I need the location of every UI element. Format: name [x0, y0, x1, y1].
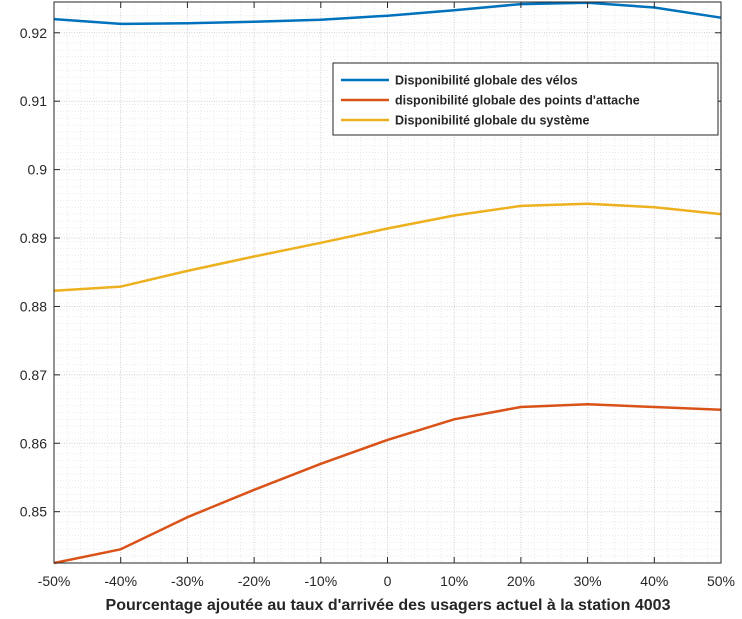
x-tick-label: -50%: [38, 573, 71, 589]
legend-label-1: Disponibilité globale des vélos: [395, 74, 578, 88]
x-tick-label: 20%: [507, 573, 535, 589]
y-tick-label: 0.86: [20, 435, 47, 451]
x-tick-label: 50%: [707, 573, 735, 589]
series-line-1: [53, 1, 722, 26]
x-tick-label: 30%: [574, 573, 602, 589]
x-tick-label: -30%: [171, 573, 204, 589]
x-tick-label: 10%: [440, 573, 468, 589]
y-axis: 0.85 0.86 0.87 0.88 0.89 0.9 0.91 0.92: [20, 25, 721, 520]
x-tick-label: 0: [384, 573, 392, 589]
x-axis-label: Pourcentage ajoutée au taux d'arrivée de…: [106, 597, 671, 614]
y-tick-label: 0.89: [20, 230, 47, 246]
y-tick-label: 0.85: [20, 504, 47, 520]
legend-box: [332, 62, 719, 136]
y-tick-label: 0.88: [20, 298, 47, 314]
y-tick-label: 0.87: [20, 367, 47, 383]
x-tick-label: -10%: [304, 573, 337, 589]
y-tick-label: 0.92: [20, 25, 47, 41]
y-tick-label: 0.9: [28, 162, 48, 178]
series-line-2: [53, 403, 722, 565]
series-lines: [53, 1, 722, 565]
legend-label-2: disponibilité globale des points d'attac…: [395, 94, 640, 108]
x-tick-label: 40%: [640, 573, 668, 589]
x-axis: -50% -40% -30% -20% -10% 0 10% 20% 30% 40% 50%: [38, 2, 735, 589]
series-line-3: [53, 202, 722, 292]
x-tick-label: -40%: [104, 573, 137, 589]
x-tick-label: -20%: [238, 573, 271, 589]
y-tick-label: 0.91: [20, 93, 47, 109]
legend: Disponibilité globale des vélos disponibi…: [332, 62, 719, 136]
legend-label-3: Disponibilité globale du système: [395, 114, 590, 128]
